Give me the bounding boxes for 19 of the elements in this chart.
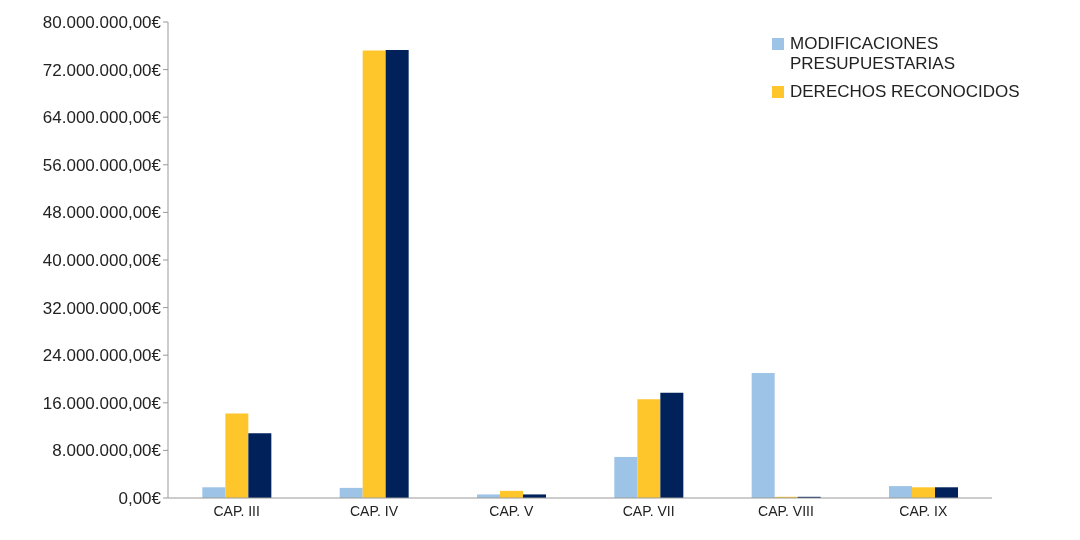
x-tick-label: CAP. VII [622,502,675,519]
y-tick-label: 0,00€ [118,489,162,509]
legend-label: DERECHOS RECONOCIDOS [790,82,1020,102]
x-tick-label: CAP. III [213,502,260,519]
x-tick-label: CAP. IX [899,502,948,519]
y-tick-label: 32.000.000,00€ [42,298,162,318]
x-tick-label: CAP. IV [350,502,399,519]
y-tick-label: 16.000.000,00€ [42,393,162,413]
legend-label: MODIFICACIONES PRESUPUESTARIAS [790,34,956,74]
y-tick-label: 80.000.000,00€ [42,13,162,33]
y-tick-label: 56.000.000,00€ [42,155,162,175]
y-tick-label: 48.000.000,00€ [42,203,162,223]
y-tick-label: 8.000.000,00€ [52,441,162,461]
y-tick-label: 72.000.000,00€ [42,60,162,80]
x-tick-label: CAP. V [489,502,535,519]
y-tick-label: 40.000.000,00€ [42,251,162,271]
y-tick-label: 24.000.000,00€ [42,346,162,366]
x-tick-label: CAP. VIII [758,502,814,519]
y-tick-label: 64.000.000,00€ [42,108,162,128]
